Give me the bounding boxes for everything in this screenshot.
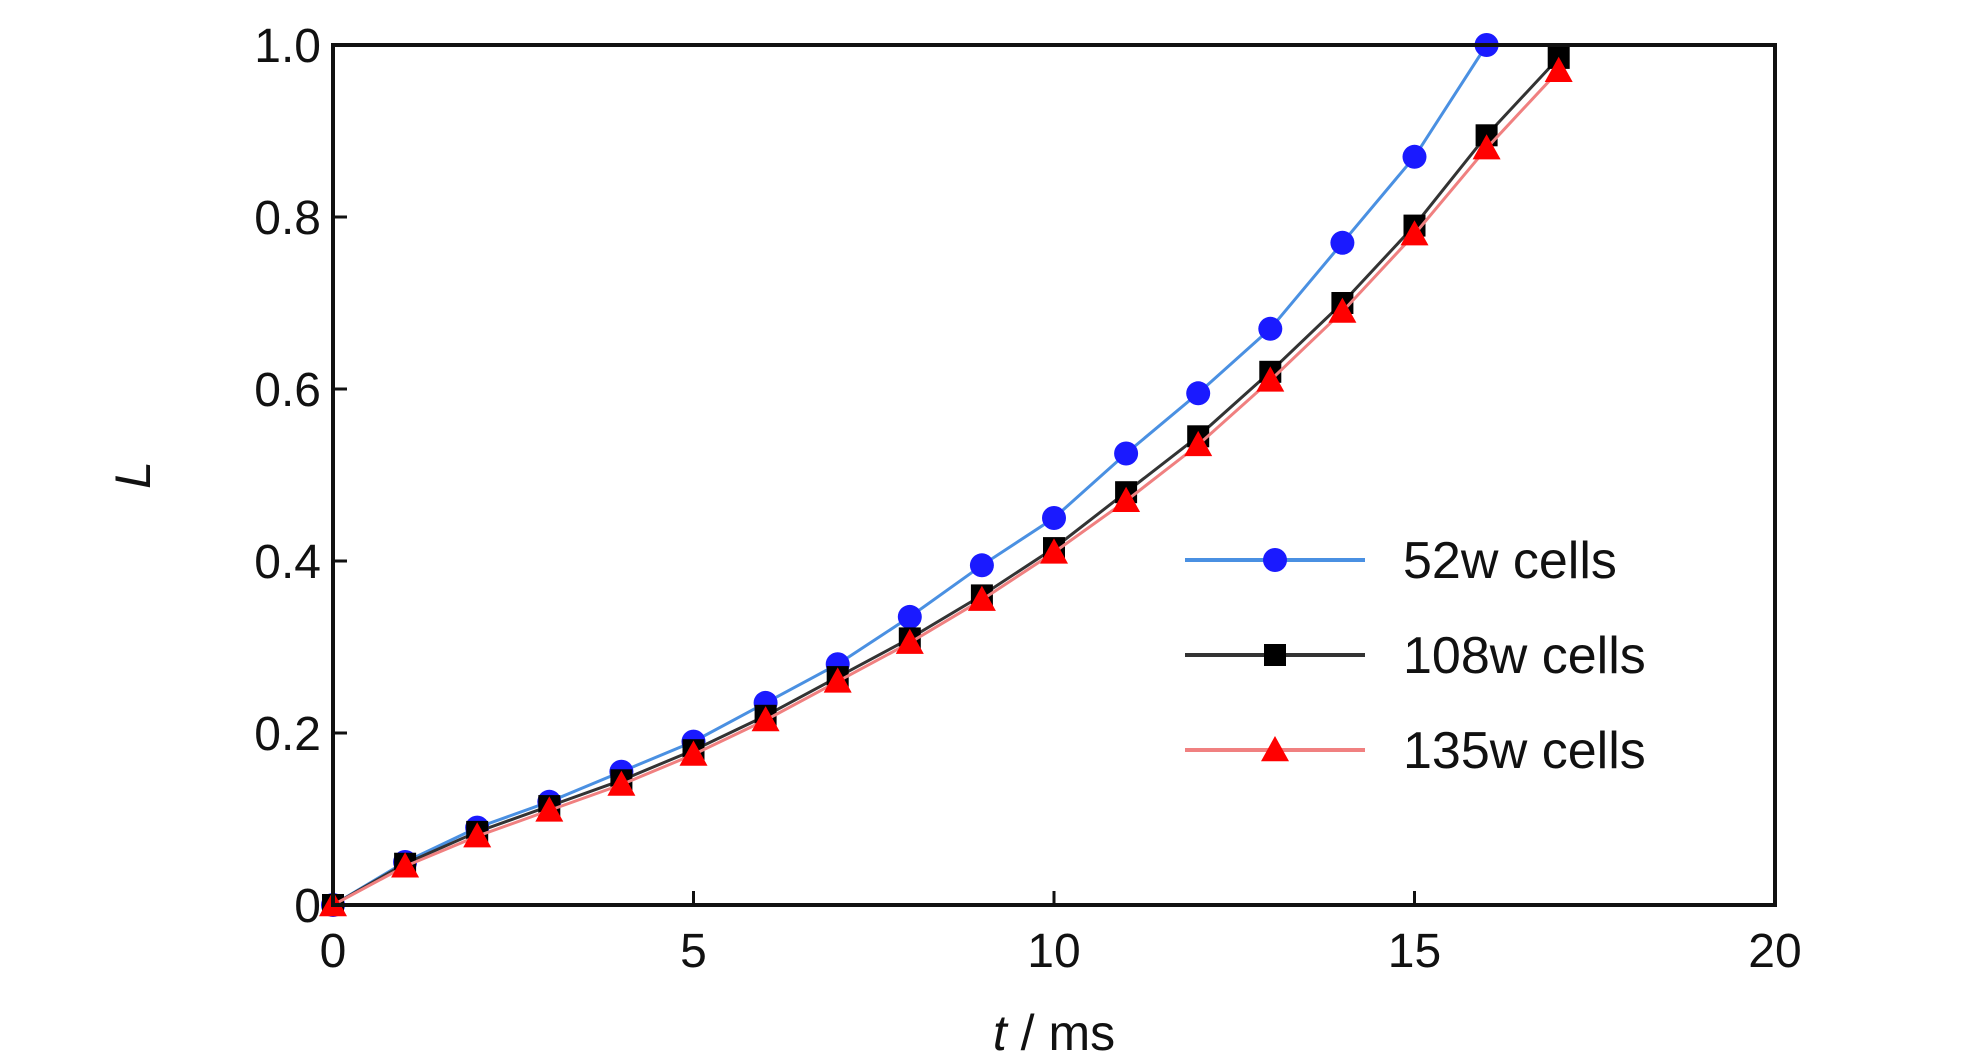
y-axis-title: L <box>105 461 161 489</box>
legend-label: 52w cells <box>1403 532 1617 590</box>
y-tick-label: 0.2 <box>254 708 321 761</box>
data-point <box>823 667 852 693</box>
data-point <box>1184 430 1213 457</box>
data-point <box>1256 366 1285 392</box>
legend: 52w cells 108w cells 135w cells <box>1175 512 1735 827</box>
data-point <box>969 553 994 578</box>
data-point <box>1330 230 1355 255</box>
series-layer <box>319 33 1573 917</box>
series-line <box>332 56 1560 907</box>
data-point <box>535 796 564 822</box>
data-point <box>1112 486 1141 512</box>
data-point <box>1258 316 1283 341</box>
legend-marker <box>1261 736 1289 762</box>
x-tick-label: 20 <box>1748 925 1801 978</box>
data-point <box>895 628 924 654</box>
data-point <box>1544 56 1573 82</box>
legend-label: 108w cells <box>1403 627 1646 685</box>
y-tick-labels: 0 0.2 0.4 0.6 0.8 1.0 <box>254 20 321 933</box>
data-point <box>1402 144 1427 169</box>
y-tick-label: 0.4 <box>254 536 321 589</box>
legend-entry: 108w cells <box>1185 627 1646 685</box>
x-tick-label: 0 <box>320 925 347 978</box>
y-tick-label: 0 <box>294 880 321 933</box>
x-axis-title: t / ms <box>993 1005 1115 1061</box>
data-point <box>1400 220 1429 246</box>
legend-marker <box>1263 548 1287 572</box>
data-point <box>391 852 420 878</box>
x-axis-unit: / ms <box>1007 1005 1115 1061</box>
ticks-layer <box>331 43 1777 907</box>
data-point <box>1114 441 1139 466</box>
legend-entry: 52w cells <box>1185 532 1617 590</box>
data-point <box>1040 538 1068 564</box>
legend-entry: 135w cells <box>1185 722 1646 780</box>
data-point <box>897 604 922 629</box>
y-tick-label: 0.8 <box>254 192 321 245</box>
legend-marker <box>1264 644 1286 666</box>
data-point <box>607 770 636 796</box>
series-3 <box>319 56 1573 917</box>
y-tick-label: 0.6 <box>254 364 321 417</box>
data-point <box>1472 134 1501 160</box>
x-tick-labels: 0 5 10 15 20 <box>320 925 1802 978</box>
data-point <box>1042 506 1066 530</box>
x-axis-variable: t <box>993 1005 1009 1061</box>
data-point <box>463 822 492 848</box>
legend-label: 135w cells <box>1403 722 1646 780</box>
data-point <box>1328 297 1357 323</box>
data-point <box>751 706 780 732</box>
x-tick-label: 10 <box>1027 925 1080 978</box>
data-point <box>1186 381 1211 406</box>
data-point <box>967 585 996 611</box>
x-tick-label: 5 <box>680 925 707 978</box>
x-tick-label: 15 <box>1388 925 1441 978</box>
series-line <box>332 69 1560 907</box>
data-point <box>679 740 708 766</box>
y-tick-label: 1.0 <box>254 20 321 73</box>
